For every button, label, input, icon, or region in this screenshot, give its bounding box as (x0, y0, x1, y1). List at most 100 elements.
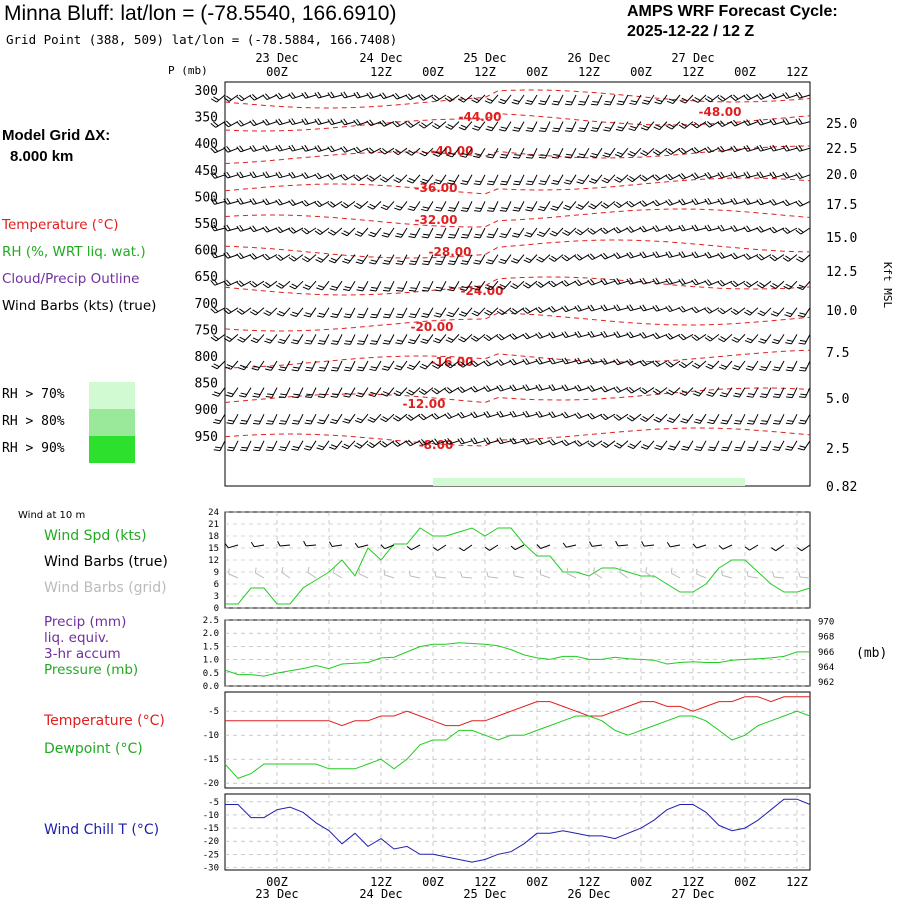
date-label: 26 Dec (567, 887, 610, 900)
barb-staff (281, 280, 291, 289)
wind-barb (538, 147, 551, 159)
barb-staff (747, 147, 759, 152)
barb-flag (501, 207, 508, 210)
barb-staff (604, 280, 616, 286)
barb-flag (785, 448, 792, 451)
barb-flag (536, 544, 542, 549)
wind-barb (330, 387, 343, 398)
barb-staff (440, 254, 447, 265)
barb-flag (656, 444, 663, 448)
barb-flag (304, 91, 309, 98)
barb-staff (747, 121, 759, 126)
barb-flag (278, 369, 285, 372)
barb-staff (284, 360, 291, 371)
barb-flag (393, 179, 400, 183)
barb-flag (655, 360, 661, 366)
barb-staff (307, 571, 317, 579)
barb-flag (639, 201, 645, 207)
barb-flag (629, 175, 636, 181)
barb-flag (603, 202, 610, 207)
barb-staff (400, 360, 408, 371)
barb-flag (460, 311, 468, 315)
wind-barb (369, 254, 382, 265)
barb-staff (778, 440, 785, 451)
barb-flag (475, 207, 482, 210)
barb-flag (743, 145, 748, 152)
wind-barb (730, 171, 746, 179)
barb-flag (301, 258, 308, 263)
barb-staff (787, 254, 798, 262)
barb-staff (552, 413, 564, 419)
barb-staff (230, 360, 239, 370)
barb-flag (720, 197, 725, 204)
barb-flag (795, 118, 800, 125)
barb-flag (291, 311, 299, 315)
wind-barb (239, 413, 252, 425)
wind-barb (718, 360, 733, 370)
barb-flag (252, 309, 259, 314)
wind-barb (629, 94, 642, 106)
wind-barb (252, 413, 265, 425)
barb-staff (672, 94, 681, 104)
barb-flag (486, 437, 491, 444)
barb-staff (790, 307, 798, 317)
wind-barb (600, 201, 616, 209)
barb-staff (463, 94, 473, 103)
barb-staff (633, 147, 642, 157)
barb-flag (447, 362, 454, 367)
wind-barb (564, 94, 577, 106)
barb-flag (680, 420, 687, 424)
barb-flag (500, 233, 508, 236)
barb-flag (704, 225, 709, 232)
barb-flag (603, 177, 610, 182)
barb-flag (785, 199, 791, 205)
wind-barb (277, 334, 291, 344)
barb-staff (218, 413, 226, 424)
barb-flag (226, 224, 231, 231)
barb-flag (668, 173, 674, 179)
barb-flag (356, 316, 364, 319)
wind-barb (652, 225, 668, 232)
barb-staff (682, 307, 694, 313)
barb-flag (746, 253, 752, 259)
barb-flag (642, 444, 650, 448)
barb-staff (438, 147, 447, 157)
barb-flag (795, 173, 801, 179)
barb-flag (626, 177, 633, 183)
barb-staff (617, 307, 629, 312)
wind-barb (535, 384, 551, 391)
cycle-title: AMPS WRF Forecast Cycle: (627, 3, 838, 20)
barb-flag (265, 144, 270, 151)
barb-flag (292, 446, 300, 449)
barb-flag (626, 305, 631, 311)
barb-staff (695, 254, 707, 259)
wind-barb (639, 331, 655, 339)
legend-label: Wind Barbs (true) (44, 554, 168, 570)
grid-point-label: Grid Point (388, 509) lat/lon = (-78.588… (6, 32, 398, 47)
wind-barb (392, 92, 408, 100)
barb-staff (734, 121, 746, 127)
barb-staff (423, 94, 434, 101)
barb-staff (358, 573, 369, 579)
barb-staff (240, 147, 252, 153)
barb-flag (761, 393, 768, 396)
wind-barb (301, 254, 317, 263)
wind-barb (600, 358, 616, 365)
wind-barb (213, 413, 226, 425)
barb-flag (448, 286, 456, 289)
barb-staff (321, 280, 330, 291)
barb-flag (371, 286, 378, 289)
barb-flag (212, 393, 219, 397)
barb-flag (473, 183, 481, 186)
barb-flag (603, 330, 608, 337)
wind-barb (395, 254, 408, 265)
barb-flag (278, 171, 283, 178)
wind-barb (548, 305, 564, 313)
barb-staff (461, 576, 473, 579)
barb-flag (293, 420, 300, 422)
barb-staff (658, 413, 668, 423)
barb-staff (566, 544, 577, 548)
barb-staff (645, 572, 655, 579)
barb-staff (241, 307, 252, 315)
barb-staff (518, 174, 525, 185)
